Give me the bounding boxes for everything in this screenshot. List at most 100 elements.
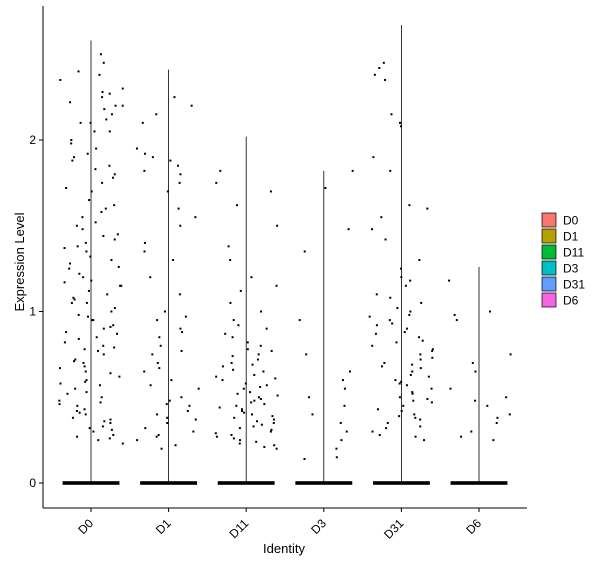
point-d0-115	[78, 411, 81, 414]
point-d1-31	[156, 413, 159, 416]
point-d11-43	[273, 444, 276, 447]
point-d31-0	[382, 61, 385, 64]
point-d0-87	[98, 384, 101, 387]
point-d31-8	[389, 169, 392, 172]
point-d0-112	[84, 380, 87, 383]
point-d11-14	[259, 344, 262, 347]
point-d0-102	[63, 247, 66, 250]
point-d11-20	[262, 370, 265, 373]
point-d0-116	[103, 420, 106, 423]
point-d11-18	[230, 361, 233, 364]
point-d11-63	[218, 406, 221, 409]
point-d1-33	[166, 421, 169, 424]
point-d0-119	[121, 442, 124, 445]
point-d31-49	[371, 430, 374, 433]
legend-key-d0	[541, 212, 557, 228]
point-d1-34	[144, 427, 147, 430]
point-d1-44	[184, 315, 187, 318]
point-d11-49	[270, 349, 273, 352]
point-d31-62	[421, 339, 424, 342]
point-d11-25	[236, 392, 239, 395]
point-d3-17	[339, 421, 342, 424]
point-d11-23	[244, 382, 247, 385]
point-d0-4	[101, 90, 104, 93]
point-d31-65	[411, 391, 414, 394]
point-d1-40	[141, 121, 144, 124]
point-d31-50	[378, 433, 381, 436]
point-d31-59	[430, 401, 433, 404]
point-d31-4	[390, 113, 393, 116]
point-d0-8	[103, 108, 106, 111]
point-d11-19	[221, 365, 224, 368]
legend-key-d31	[541, 276, 557, 292]
point-d1-48	[149, 384, 152, 387]
point-d1-5	[169, 159, 172, 162]
point-d31-63	[431, 356, 434, 359]
point-d0-26	[116, 233, 119, 236]
point-d0-19	[112, 176, 115, 179]
point-d11-16	[257, 353, 260, 356]
point-d6-6	[474, 370, 477, 373]
point-d0-66	[84, 413, 87, 416]
point-d11-3	[276, 224, 279, 227]
point-d3-5	[305, 353, 308, 356]
point-d0-95	[89, 121, 92, 124]
point-d0-81	[119, 284, 122, 287]
point-d0-12	[108, 130, 111, 133]
point-d11-61	[253, 373, 256, 376]
legend-key-d1	[541, 228, 557, 244]
point-d0-21	[88, 199, 91, 202]
y-ticks: 0 1 2	[29, 133, 43, 490]
point-d31-39	[430, 387, 433, 390]
point-d0-15	[72, 156, 75, 159]
point-d0-107	[109, 325, 112, 328]
point-d1-18	[156, 319, 159, 322]
point-d31-64	[409, 373, 412, 376]
point-d31-38	[398, 382, 401, 385]
point-d1-14	[172, 259, 175, 262]
point-d11-32	[250, 413, 253, 416]
point-d3-4	[298, 319, 301, 322]
point-d0-36	[120, 284, 123, 287]
point-d31-60	[419, 418, 422, 421]
point-d31-36	[427, 375, 430, 378]
point-d0-75	[93, 130, 96, 133]
point-d0-56	[84, 370, 87, 373]
point-d11-33	[233, 416, 236, 419]
point-d0-18	[113, 173, 116, 176]
point-d3-0	[351, 169, 354, 172]
point-d0-28	[84, 241, 87, 244]
point-d11-1	[269, 190, 272, 193]
point-d11-9	[260, 310, 263, 313]
point-d31-28	[395, 341, 398, 344]
point-d31-32	[419, 358, 422, 361]
point-d3-10	[345, 430, 348, 433]
legend-item-d31: D31	[541, 276, 585, 292]
violin-d0	[62, 40, 120, 485]
point-d0-57	[118, 375, 121, 378]
point-d1-7	[179, 173, 182, 176]
point-d1-2	[155, 113, 158, 116]
point-d3-16	[343, 404, 346, 407]
point-d1-4	[151, 156, 154, 159]
point-d1-9	[166, 190, 169, 193]
point-d0-27	[113, 238, 116, 241]
point-d0-22	[104, 207, 107, 210]
point-d3-6	[348, 370, 351, 373]
point-d31-22	[408, 313, 411, 316]
point-d31-40	[411, 392, 414, 395]
point-d11-64	[271, 415, 274, 418]
x-tick-label-d0: D0	[75, 516, 96, 537]
point-d11-52	[259, 385, 262, 388]
point-d6-13	[495, 421, 498, 424]
point-d31-20	[396, 307, 399, 310]
point-d31-2	[373, 73, 376, 76]
point-d11-51	[274, 377, 277, 380]
point-d11-57	[270, 428, 273, 431]
point-d0-32	[68, 267, 71, 270]
point-d31-46	[414, 416, 417, 419]
point-d0-113	[85, 391, 88, 394]
point-d0-109	[113, 346, 116, 349]
point-d11-45	[215, 181, 218, 184]
point-d31-27	[418, 336, 421, 339]
